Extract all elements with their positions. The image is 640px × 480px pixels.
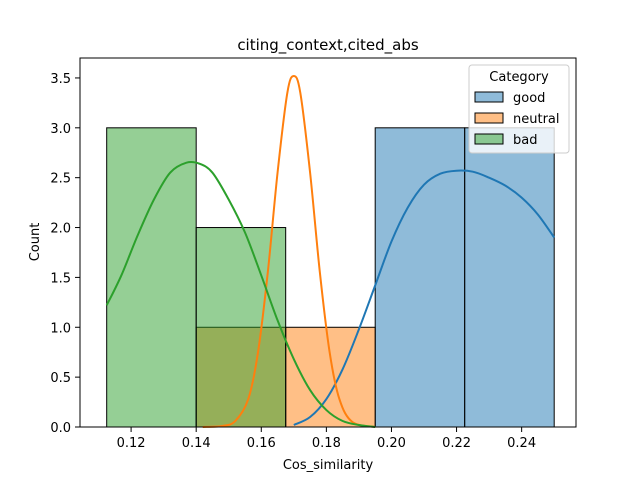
legend-label-good: good <box>513 91 545 106</box>
x-tick-label-4: 0.20 <box>377 436 406 451</box>
x-axis-title: Cos_similarity <box>283 458 374 473</box>
bar-bad-1 <box>195 227 287 428</box>
y-tick-label-3: 1.5 <box>50 271 71 286</box>
legend-title: Category <box>489 70 549 85</box>
x-tick-label-1: 0.14 <box>182 436 211 451</box>
bars-layer <box>106 127 555 428</box>
legend-box <box>468 64 570 154</box>
y-tick-label-0: 0.0 <box>50 421 71 436</box>
plot-frame <box>79 57 577 428</box>
legend-swatch-good <box>474 91 504 103</box>
legend-swatch-neutral <box>474 112 504 124</box>
y-tick-label-4: 2.0 <box>50 222 71 237</box>
legend-swatch-bad <box>474 133 504 145</box>
legend: Category good neutral bad <box>468 64 570 154</box>
bar-good-0 <box>374 127 466 428</box>
legend-label-bad: bad <box>513 133 537 148</box>
chart-title: citing_context,cited_abs <box>237 36 419 55</box>
bar-neutral-1 <box>285 326 376 428</box>
x-tick-label-6: 0.24 <box>507 436 536 451</box>
y-tick-label-6: 3.0 <box>50 122 71 137</box>
x-tick-label-3: 0.18 <box>312 436 341 451</box>
y-tick-label-1: 0.5 <box>50 371 71 386</box>
kde-line-bad <box>105 160 376 428</box>
kde-layer <box>105 74 556 428</box>
x-tick-label-2: 0.16 <box>247 436 276 451</box>
legend-label-neutral: neutral <box>513 112 560 127</box>
kde-line-neutral <box>202 74 376 428</box>
x-tick-label-5: 0.22 <box>442 436 471 451</box>
x-tick-label-0: 0.12 <box>117 436 146 451</box>
y-tick-label-5: 2.5 <box>50 172 71 187</box>
axes-layer: 0.12 0.14 0.16 0.18 0.20 0.22 0.24 0.0 0.5 1.0 1.5… <box>50 57 577 451</box>
kde-line-good <box>293 169 556 426</box>
y-axis-title: Count <box>28 223 43 262</box>
y-tick-label-7: 3.5 <box>50 72 71 87</box>
y-tick-label-2: 1.0 <box>50 321 71 336</box>
